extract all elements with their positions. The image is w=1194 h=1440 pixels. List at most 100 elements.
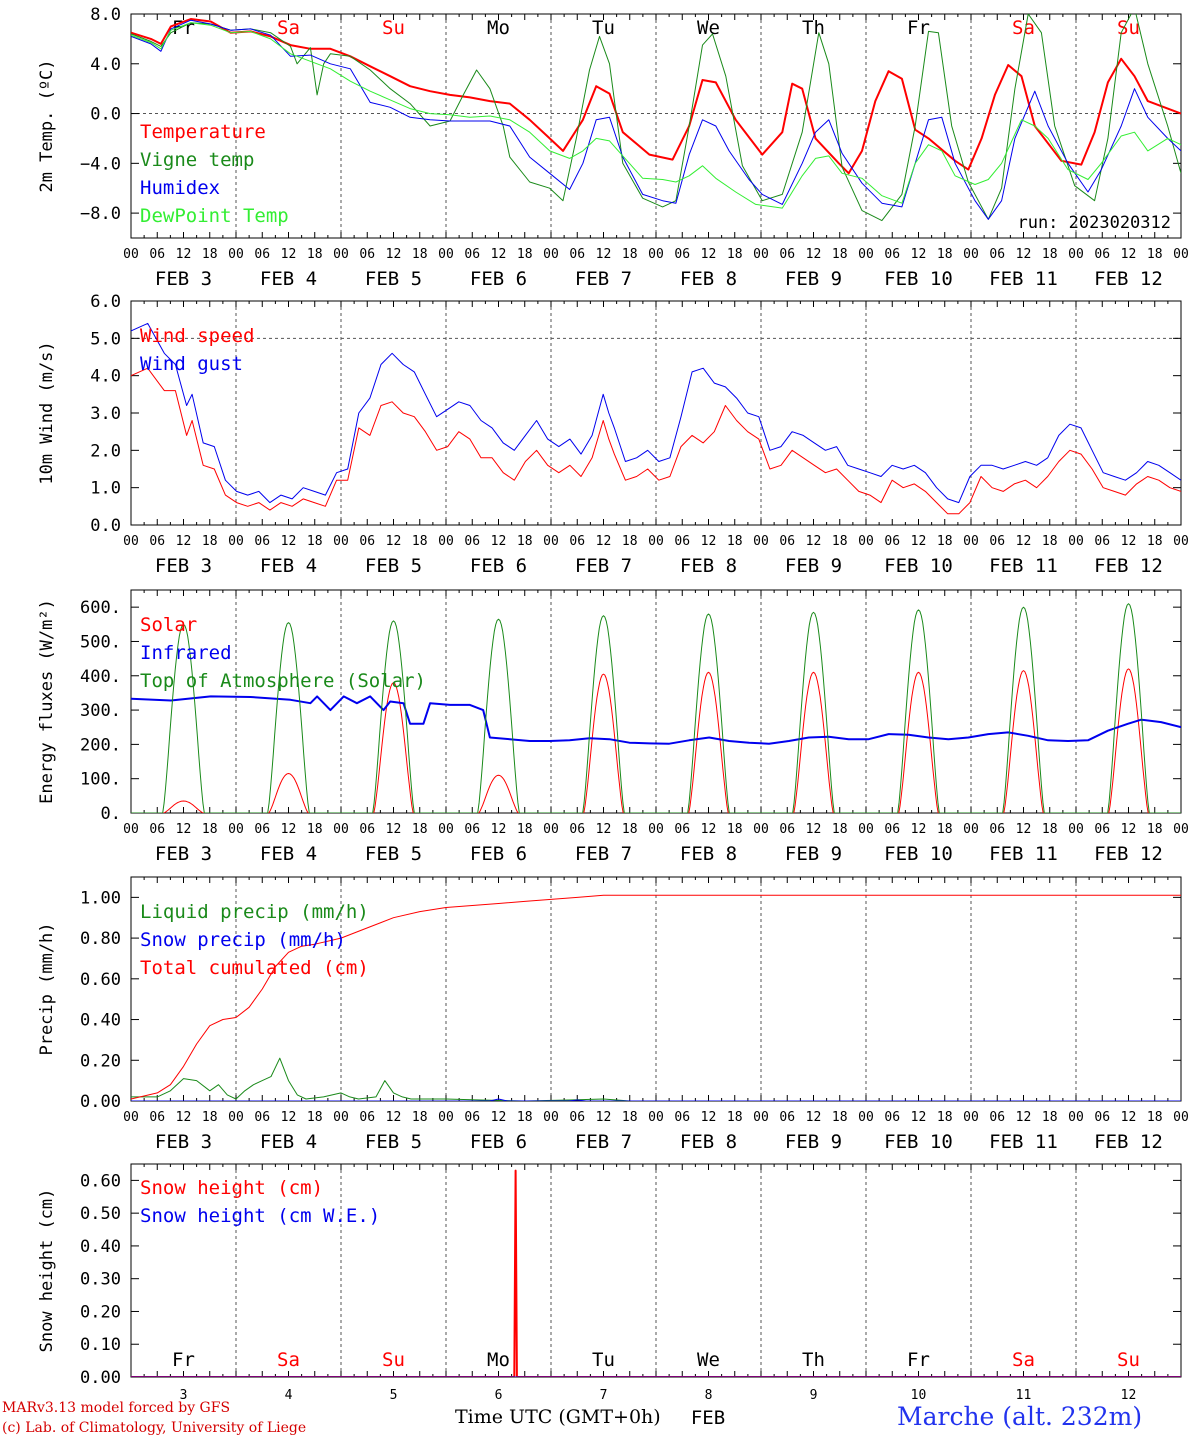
temperature-hour-tick-label: 00 (1173, 247, 1189, 262)
x-day-number-label: 6 (495, 1388, 503, 1403)
wind-date-label: FEB 8 (680, 555, 737, 577)
precip-hour-tick-label: 00 (333, 1110, 349, 1125)
temperature-hour-tick-label: 12 (1016, 247, 1032, 262)
energy-date-label: FEB 10 (884, 843, 953, 865)
temperature-hour-tick-label: 12 (701, 247, 717, 262)
precip-hour-tick-label: 12 (701, 1110, 717, 1125)
wind-date-label: FEB 9 (785, 555, 842, 577)
precip-date-label: FEB 3 (155, 1131, 212, 1153)
snow-y-tick-label: 0.20 (80, 1302, 121, 1322)
precip-hour-tick-label: 18 (1147, 1110, 1163, 1125)
precip-y-tick-label: 0.20 (80, 1051, 121, 1071)
energy-hour-tick-label: 12 (1016, 822, 1032, 837)
wind-hour-tick-label: 00 (228, 534, 244, 549)
energy-plot-frame (130, 589, 1182, 814)
wind-hour-tick-label: 06 (464, 534, 480, 549)
temperature-hour-tick-label: 18 (412, 247, 428, 262)
temperature-hour-tick-label: 06 (779, 247, 795, 262)
precip-hour-tick-label: 18 (832, 1110, 848, 1125)
temperature-hour-tick-label: 06 (359, 247, 375, 262)
snow-weekday-label: Th (802, 1349, 825, 1371)
precip-y-tick-label: 0.80 (80, 929, 121, 949)
temperature-date-label: FEB 4 (260, 268, 317, 290)
wind-hour-tick-label: 18 (517, 534, 533, 549)
wind-hour-tick-label: 18 (307, 534, 323, 549)
snow-weekday-label: Fr (907, 1349, 930, 1371)
wind-hour-tick-label: 00 (123, 534, 139, 549)
energy-series-solar (131, 668, 1181, 813)
snow-series-group (131, 1169, 1181, 1377)
precip-hour-tick-label: 06 (359, 1110, 375, 1125)
snow-weekday-label: Sa (277, 1349, 300, 1371)
x-day-number-label: 11 (1016, 1388, 1032, 1403)
wind-date-label: FEB 10 (884, 555, 953, 577)
precip-hour-tick-label: 18 (937, 1110, 953, 1125)
wind-hour-tick-label: 18 (202, 534, 218, 549)
x-day-number-label: 9 (810, 1388, 818, 1403)
precip-series-snow-precip-mm-h- (131, 1098, 1181, 1101)
temperature-hour-tick-label: 00 (963, 247, 979, 262)
temperature-run-annotation: run: 2023020312 (1017, 213, 1171, 233)
temperature-date-label: FEB 11 (989, 268, 1058, 290)
temperature-hour-tick-label: 12 (176, 247, 192, 262)
snow-y-tick-label: 0.40 (80, 1237, 121, 1257)
wind-legend-entry: Wind gust (140, 353, 243, 375)
energy-date-label: FEB 3 (155, 843, 212, 865)
wind-date-label: FEB 7 (575, 555, 632, 577)
precip-hour-tick-label: 12 (386, 1110, 402, 1125)
wind-hour-tick-label: 18 (1042, 534, 1058, 549)
temperature-hour-tick-label: 18 (307, 247, 323, 262)
energy-hour-tick-label: 00 (1068, 822, 1084, 837)
precip-date-label: FEB 4 (260, 1131, 317, 1153)
precip-hour-tick-label: 18 (517, 1110, 533, 1125)
energy-date-label: FEB 11 (989, 843, 1058, 865)
wind-date-label: FEB 6 (470, 555, 527, 577)
precip-y-tick-label: 1.00 (80, 888, 121, 908)
temperature-hour-tick-label: 18 (1147, 247, 1163, 262)
precip-legend-entry: Liquid precip (mm/h) (140, 901, 369, 923)
wind-hour-tick-label: 00 (858, 534, 874, 549)
temperature-hour-tick-label: 12 (596, 247, 612, 262)
temperature-date-label: FEB 9 (785, 268, 842, 290)
energy-hour-tick-label: 12 (386, 822, 402, 837)
x-day-number-label: 3 (180, 1388, 188, 1403)
energy-hour-tick-label: 18 (202, 822, 218, 837)
temperature-hour-tick-label: 00 (123, 247, 139, 262)
temperature-hour-tick-label: 18 (1042, 247, 1058, 262)
energy-hour-tick-label: 00 (228, 822, 244, 837)
temperature-weekday-label: Th (802, 17, 825, 39)
energy-series-top-of-atmosphere-solar- (131, 603, 1181, 813)
temperature-y-tick-label: 4.0 (90, 55, 121, 75)
temperature-hour-tick-label: 06 (569, 247, 585, 262)
temperature-hour-tick-label: 00 (228, 247, 244, 262)
wind-legend-entry: Wind speed (140, 325, 254, 347)
wind-y-tick-label: 0.0 (90, 516, 121, 536)
energy-hour-tick-label: 06 (989, 822, 1005, 837)
x-day-number-label: 12 (1121, 1388, 1137, 1403)
temperature-y-tick-label: 0.0 (90, 105, 121, 125)
energy-y-tick-label: 300. (80, 701, 121, 721)
temperature-date-label: FEB 12 (1094, 268, 1163, 290)
temperature-hour-tick-label: 18 (832, 247, 848, 262)
wind-hour-tick-label: 06 (254, 534, 270, 549)
wind-hour-tick-label: 18 (622, 534, 638, 549)
wind-plot-frame (130, 300, 1182, 526)
wind-y-tick-label: 3.0 (90, 404, 121, 424)
energy-hour-tick-label: 06 (884, 822, 900, 837)
energy-hour-tick-label: 18 (1147, 822, 1163, 837)
precip-hour-tick-label: 12 (281, 1110, 297, 1125)
energy-hour-tick-label: 18 (937, 822, 953, 837)
precip-hour-tick-label: 06 (569, 1110, 585, 1125)
temperature-date-label: FEB 5 (365, 268, 422, 290)
snow-legend-entry: Snow height (cm W.E.) (140, 1205, 380, 1227)
wind-y-tick-label: 4.0 (90, 367, 121, 387)
wind-series-wind-gust (131, 322, 1181, 504)
precip-hour-tick-label: 12 (806, 1110, 822, 1125)
temperature-y-tick-label: −4.0 (80, 154, 121, 174)
temperature-hour-tick-label: 06 (464, 247, 480, 262)
wind-hour-tick-label: 00 (333, 534, 349, 549)
x-day-number-label: 5 (390, 1388, 398, 1403)
precip-date-label: FEB 9 (785, 1131, 842, 1153)
temperature-hour-tick-label: 18 (937, 247, 953, 262)
energy-hour-tick-label: 00 (543, 822, 559, 837)
